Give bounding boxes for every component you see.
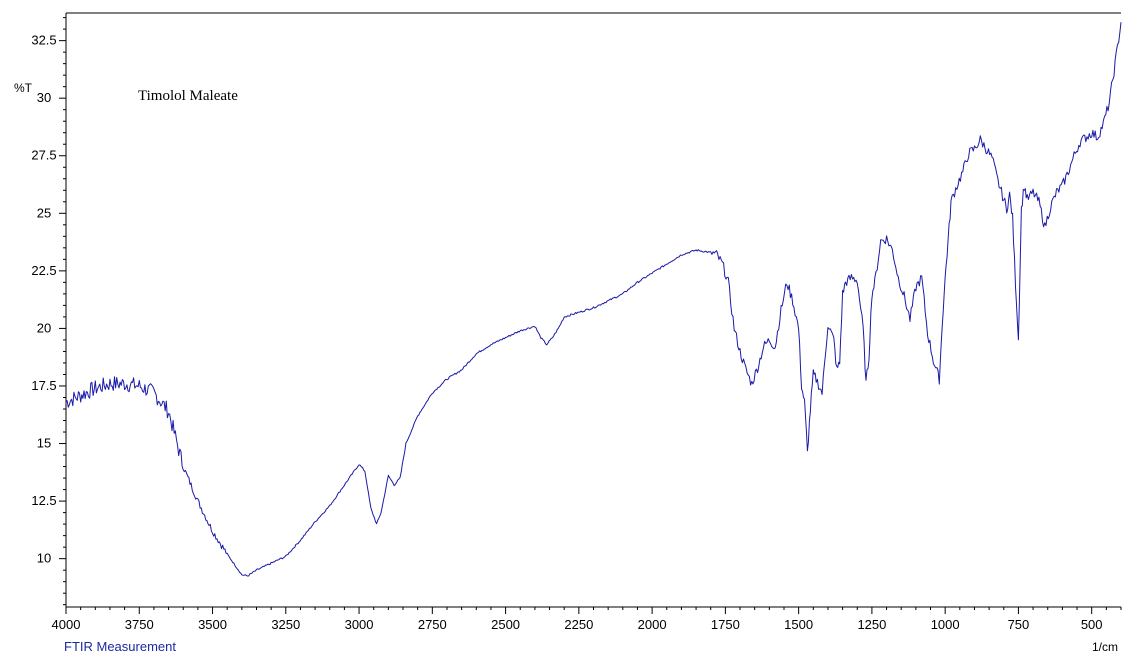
x-tick-label: 4000 xyxy=(52,617,81,632)
y-tick-label: 32.5 xyxy=(31,33,56,48)
x-tick-label: 3750 xyxy=(125,617,154,632)
x-tick-label: 2250 xyxy=(564,617,593,632)
y-tick-label: 15 xyxy=(37,436,51,451)
y-tick-label: 17.5 xyxy=(31,378,56,393)
x-tick-label: 1000 xyxy=(931,617,960,632)
x-tick-label: 2500 xyxy=(491,617,520,632)
x-tick-label: 500 xyxy=(1081,617,1103,632)
axes-layer: 10 12.5 15 17.5 20 22.5 25 27.5 30 32.5 4000 3750 35… xyxy=(31,12,1122,632)
plot-layer xyxy=(65,22,1122,577)
x-tick-label: 3500 xyxy=(198,617,227,632)
y-tick-label: 20 xyxy=(37,320,51,335)
y-tick-label: 27.5 xyxy=(31,148,56,163)
x-tick-label: 1500 xyxy=(784,617,813,632)
x-tick-label: 2000 xyxy=(638,617,667,632)
y-tick-label: 30 xyxy=(37,90,51,105)
x-tick-label: 1250 xyxy=(857,617,886,632)
x-tick-label: 3000 xyxy=(345,617,374,632)
x-tick-label: 750 xyxy=(1008,617,1030,632)
y-axis-label: %T xyxy=(14,81,33,95)
y-tick-label: 25 xyxy=(37,205,51,220)
x-axis-label: 1/cm xyxy=(1092,640,1118,654)
sample-annotation: Timolol Maleate xyxy=(138,88,238,104)
y-tick-label: 22.5 xyxy=(31,263,56,278)
y-tick-label: 12.5 xyxy=(31,493,56,508)
spectrum-line xyxy=(65,22,1122,577)
x-tick-label: 1750 xyxy=(711,617,740,632)
y-tick-label: 10 xyxy=(37,551,51,566)
x-tick-label: 3250 xyxy=(271,617,300,632)
x-tick-label: 2750 xyxy=(418,617,447,632)
footer-label: FTIR Measurement xyxy=(64,639,176,654)
